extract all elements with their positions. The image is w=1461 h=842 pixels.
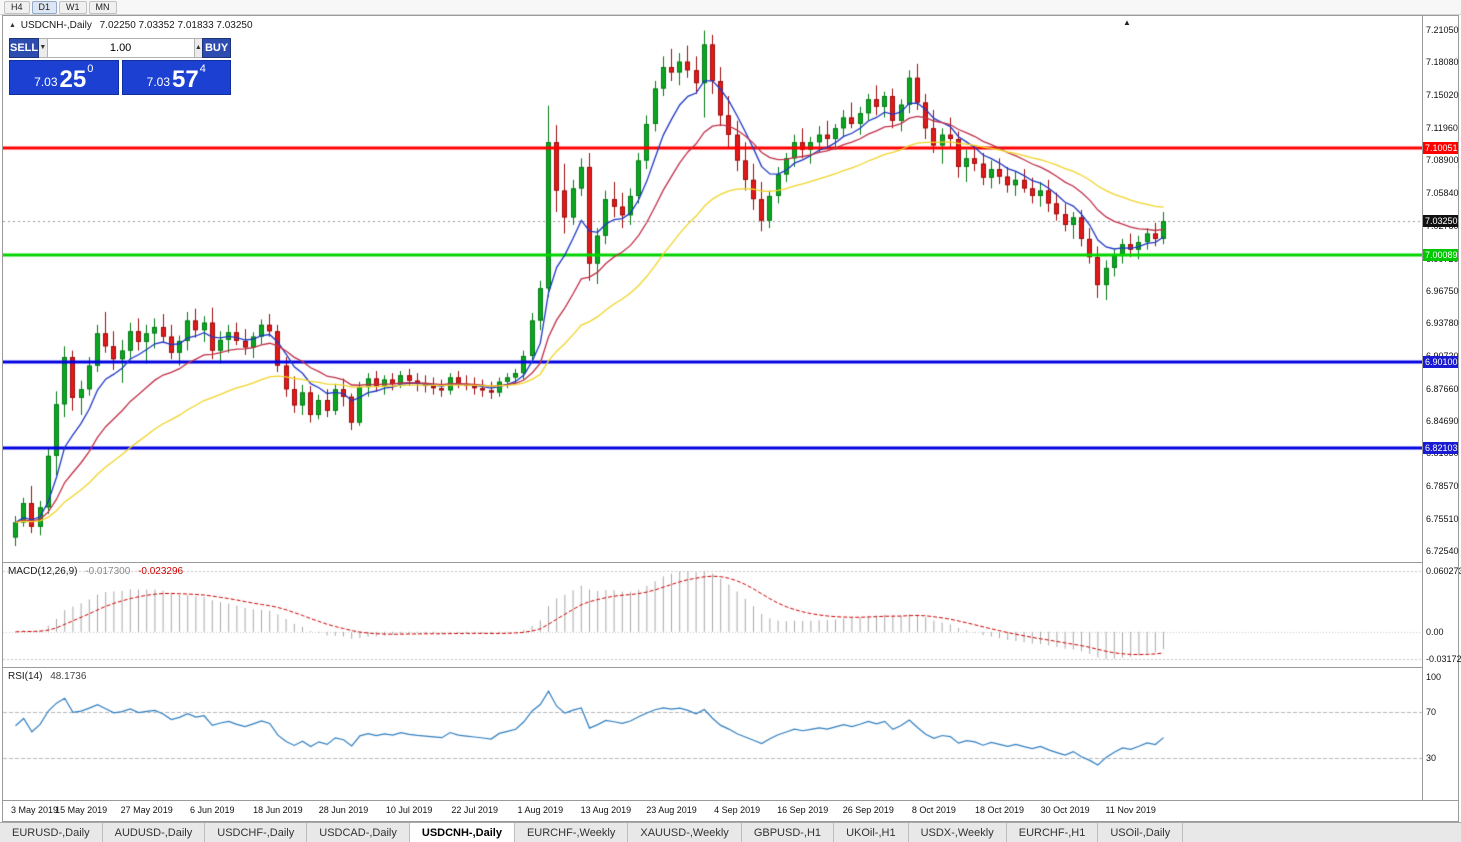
panel-separator[interactable] <box>3 562 1458 563</box>
chart-title: ▲ USDCNH-,Daily 7.02250 7.03352 7.01833 … <box>9 20 253 31</box>
volume-input[interactable] <box>46 38 195 58</box>
price-axis-tick: 6.96750 <box>1426 285 1459 296</box>
chart-tab-xauusd-weekly[interactable]: XAUUSD-,Weekly <box>628 823 742 842</box>
buy-price-pips: 57 <box>172 66 199 93</box>
buy-price-point: 4 <box>199 63 206 75</box>
chart-tab-usdcnh-daily[interactable]: USDCNH-,Daily <box>409 823 515 842</box>
price-axis-tick: 7.18080 <box>1426 56 1459 67</box>
timeline-label: 30 Oct 2019 <box>1040 805 1090 815</box>
rsi-axis-tick: 70 <box>1426 706 1437 717</box>
sell-price-pips: 25 <box>59 66 87 93</box>
price-axis-tick: 6.87660 <box>1426 383 1459 394</box>
volume-decrease-button[interactable]: ▼ <box>39 38 47 58</box>
chart-tab-eurchf-h1[interactable]: EURCHF-,H1 <box>1006 823 1099 842</box>
macd-axis-max: 0.060273 <box>1426 566 1461 576</box>
chart-tab-usdx-weekly[interactable]: USDX-,Weekly <box>908 823 1007 842</box>
buy-price-base: 7.03 <box>146 75 171 89</box>
timeline-label: 18 Oct 2019 <box>974 805 1025 815</box>
price-axis-tick: 7.08900 <box>1426 155 1459 166</box>
buy-price-box[interactable]: 7.03 57 4 <box>121 60 231 95</box>
timeline-label: 16 Sep 2019 <box>777 805 829 815</box>
chart-tab-gbpusd-h1[interactable]: GBPUSD-,H1 <box>741 823 835 842</box>
volume-increase-button[interactable]: ▲ <box>194 38 203 58</box>
timeline-label: 28 Jun 2019 <box>318 805 369 815</box>
price-chart-canvas[interactable] <box>3 16 1422 562</box>
price-line-tag: 6.82103 <box>1423 442 1458 455</box>
sell-price-box[interactable]: 7.03 25 0 <box>9 60 119 95</box>
rsi-title-text: RSI(14) <box>8 671 43 682</box>
timeline-label: 11 Nov 2019 <box>1105 805 1156 815</box>
autoscroll-marker-icon[interactable]: ▲ <box>1123 18 1131 27</box>
price-axis-tick: 7.15020 <box>1426 89 1459 100</box>
rsi-panel-canvas[interactable] <box>3 668 1422 800</box>
price-axis-tick: 6.84690 <box>1426 415 1459 426</box>
timeline-label: 8 Oct 2019 <box>911 805 956 815</box>
timeline-label: 23 Aug 2019 <box>646 805 697 815</box>
timeframe-mn[interactable]: MN <box>88 0 117 14</box>
rsi-axis-tick: 100 <box>1426 672 1442 682</box>
timeline-label: 3 May 2019 <box>11 805 59 815</box>
timeline-label: 13 Aug 2019 <box>580 805 632 815</box>
price-line-tag: 7.03250 <box>1423 215 1458 228</box>
macd-title-text: MACD(12,26,9) <box>8 566 78 577</box>
sell-price-base: 7.03 <box>34 75 58 89</box>
rsi-axis-tick: 30 <box>1426 753 1437 764</box>
timeline-label: 26 Sep 2019 <box>842 805 894 815</box>
price-line-tag: 7.00089 <box>1423 249 1458 262</box>
timeline-label: 18 Jun 2019 <box>253 805 303 815</box>
timeline-label: 27 May 2019 <box>120 805 173 815</box>
timeframe-w1[interactable]: W1 <box>59 0 87 14</box>
macd-axis-zero: 0.00 <box>1426 626 1444 637</box>
panel-separator <box>3 800 1458 801</box>
chart-tab-usoil-daily[interactable]: USOil-,Daily <box>1098 823 1184 842</box>
buy-button[interactable]: BUY <box>202 38 232 58</box>
timeframe-h4[interactable]: H4 <box>4 0 30 14</box>
macd-axis-min: -0.031725 <box>1426 654 1461 664</box>
chart-tab-eurchf-weekly[interactable]: EURCHF-,Weekly <box>514 823 629 842</box>
chart-window: ▲ USDCNH-,Daily 7.02250 7.03352 7.01833 … <box>2 15 1461 822</box>
timeframe-toolbar: H4 D1 W1 MN <box>0 0 1461 15</box>
chart-symbol-period: USDCNH-,Daily <box>20 20 92 31</box>
price-axis-tick: 7.11960 <box>1426 122 1458 133</box>
one-click-trade-widget: SELL ▼ ▲ BUY 7.03 25 0 7.03 57 4 <box>9 38 232 95</box>
time-axis[interactable]: 3 May 2019 15 May 2019 27 May 2019 6 Jun 20… <box>3 801 1422 821</box>
price-axis-tick: 6.93780 <box>1426 317 1459 328</box>
chart-tab-audusd-daily[interactable]: AUDUSD-,Daily <box>102 823 206 842</box>
price-line-tag: 6.90100 <box>1423 356 1458 369</box>
timeframe-d1[interactable]: D1 <box>31 0 58 14</box>
price-line-tag: 7.10051 <box>1423 142 1458 155</box>
timeline-label: 10 Jul 2019 <box>385 805 433 815</box>
timeline-label: 4 Sep 2019 <box>714 805 761 815</box>
chart-tab-eurusd-daily[interactable]: EURUSD-,Daily <box>0 823 103 842</box>
timeline-label: 22 Jul 2019 <box>451 805 498 815</box>
price-axis-tick: 6.75510 <box>1426 514 1459 525</box>
chart-tab-usdcad-daily[interactable]: USDCAD-,Daily <box>307 823 410 842</box>
timeline-label: 1 Aug 2019 <box>517 805 564 815</box>
macd-panel-canvas[interactable] <box>3 563 1422 667</box>
panel-separator[interactable] <box>3 667 1458 668</box>
chart-ohlc-values: 7.02250 7.03352 7.01833 7.03250 <box>99 20 253 31</box>
price-axis-tick: 7.21050 <box>1426 25 1459 35</box>
macd-indicator-label: MACD(12,26,9) -0.017300 -0.023296 <box>8 566 183 577</box>
chart-tab-usdchf-daily[interactable]: USDCHF-,Daily <box>205 823 308 842</box>
sell-price-point: 0 <box>87 63 94 75</box>
chart-tab-bar: EURUSD-,Daily AUDUSD-,Daily USDCHF-,Daily U… <box>0 822 1461 842</box>
symbol-marker-icon: ▲ <box>9 22 16 29</box>
timeline-label: 6 Jun 2019 <box>190 805 235 815</box>
price-axis-tick: 7.05840 <box>1426 188 1459 199</box>
price-axis-tick: 6.72540 <box>1426 546 1459 556</box>
sell-button[interactable]: SELL <box>9 38 40 58</box>
rsi-value: 48.1736 <box>50 671 87 682</box>
rsi-indicator-label: RSI(14) 48.1736 <box>8 671 86 682</box>
chart-tab-ukoil-h1[interactable]: UKOil-,H1 <box>834 823 909 842</box>
macd-signal-value: -0.023296 <box>138 566 184 577</box>
timeline-label: 15 May 2019 <box>55 805 108 815</box>
macd-main-value: -0.017300 <box>85 566 131 577</box>
price-axis-tick: 6.90720 <box>1426 351 1459 361</box>
price-axis-tick: 6.78570 <box>1426 481 1459 492</box>
price-axis[interactable]: 7.21050 7.18080 7.15020 7.11960 7.08900 7.058… <box>1422 16 1461 800</box>
